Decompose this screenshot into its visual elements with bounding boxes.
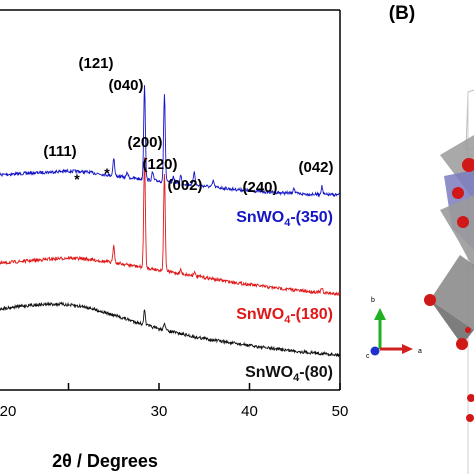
peak-label-040: (040) (108, 77, 143, 94)
a-axis-label: a (418, 348, 422, 355)
oxygen-atom (457, 216, 469, 228)
oxygen-atom (467, 394, 474, 402)
axis-triad: b c a (366, 297, 422, 360)
series-line-1 (0, 157, 340, 297)
impurity-marker: * (74, 171, 80, 187)
series-line-0 (0, 85, 341, 198)
c-axis-marker (370, 346, 380, 356)
series-label-80: SnWO4-(80) (245, 364, 333, 384)
peak-label-121: (121) (78, 55, 113, 72)
oxygen-atom (466, 414, 474, 422)
peak-label-002: (002) (167, 177, 202, 194)
oxygen-atom (462, 158, 474, 172)
impurity-marker: * (104, 165, 110, 181)
oxygen-atom (456, 338, 468, 350)
peak-label-111: (111) (43, 143, 76, 160)
peak-label-042: (042) (298, 159, 333, 176)
series-label-180: SnWO4-(180) (236, 306, 333, 326)
x-axis-ticks: 20 30 40 50 (0, 383, 348, 420)
series-lines (0, 85, 341, 358)
oxygen-atom (452, 187, 464, 199)
oxygen-atom (424, 294, 436, 306)
peak-label-200: (200) (127, 134, 162, 151)
x-tick-label: 20 (0, 403, 16, 420)
crystal-structure-graphic (424, 89, 474, 474)
x-tick-label: 30 (151, 403, 168, 420)
oxygen-atom (465, 327, 471, 333)
series-line-2 (0, 301, 341, 358)
a-axis-arrowhead (402, 344, 413, 354)
plot-frame (0, 9, 341, 391)
panel-label: (B) (389, 3, 415, 24)
polyhedron (430, 300, 474, 345)
x-tick-label: 50 (332, 403, 349, 420)
x-tick-label: 40 (241, 403, 258, 420)
x-axis-title: 2θ / Degrees (52, 451, 158, 471)
polyhedron (430, 255, 474, 330)
b-axis-label: b (371, 297, 375, 304)
peak-label-120: (120) (142, 156, 177, 173)
b-axis-arrowhead (374, 308, 386, 320)
peak-label-240: (240) (242, 179, 277, 196)
polyhedron (440, 195, 474, 270)
series-label-350: SnWO4-(350) (236, 209, 333, 229)
c-axis-label: c (366, 353, 370, 360)
